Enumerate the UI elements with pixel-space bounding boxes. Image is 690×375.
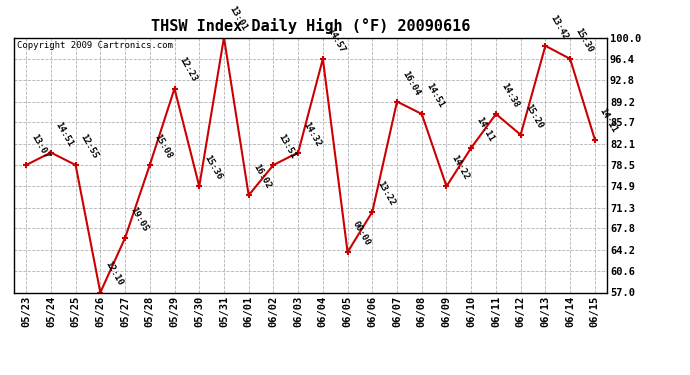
Text: 16:04: 16:04	[400, 69, 421, 97]
Text: 14:32: 14:32	[301, 120, 322, 148]
Text: 13:22: 13:22	[375, 179, 397, 207]
Text: 14:11: 14:11	[474, 115, 495, 143]
Text: 14:51: 14:51	[425, 81, 446, 109]
Title: THSW Index Daily High (°F) 20090616: THSW Index Daily High (°F) 20090616	[151, 18, 470, 33]
Text: 13:51: 13:51	[277, 132, 297, 160]
Text: 13:01: 13:01	[227, 5, 248, 33]
Text: 14:22: 14:22	[449, 154, 471, 182]
Text: 15:36: 15:36	[202, 154, 224, 182]
Text: 12:23: 12:23	[177, 56, 199, 84]
Text: 14:57: 14:57	[326, 26, 347, 54]
Text: Copyright 2009 Cartronics.com: Copyright 2009 Cartronics.com	[17, 41, 172, 50]
Text: 14:11: 14:11	[598, 107, 619, 135]
Text: 14:38: 14:38	[499, 81, 520, 109]
Text: 15:30: 15:30	[573, 26, 594, 54]
Text: 15:20: 15:20	[524, 102, 545, 130]
Text: 14:51: 14:51	[54, 120, 75, 148]
Text: 12:55: 12:55	[79, 132, 100, 160]
Text: 12:10: 12:10	[104, 260, 124, 288]
Text: 15:08: 15:08	[152, 132, 174, 160]
Text: 13:42: 13:42	[549, 13, 569, 41]
Text: 19:05: 19:05	[128, 206, 149, 233]
Text: 13:07: 13:07	[29, 132, 50, 160]
Text: 00:00: 00:00	[351, 220, 372, 248]
Text: 16:02: 16:02	[252, 163, 273, 190]
